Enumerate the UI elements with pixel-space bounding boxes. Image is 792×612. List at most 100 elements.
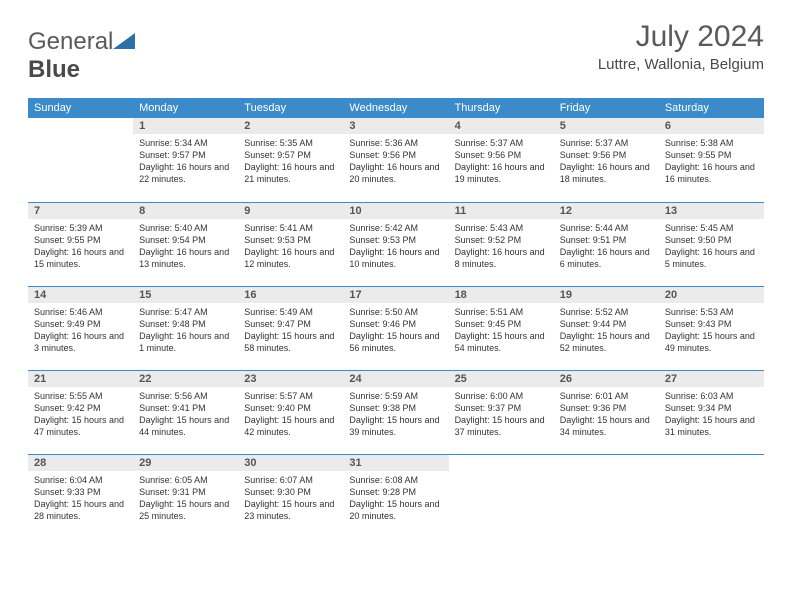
day-number: 7 — [28, 203, 133, 219]
day-number: 2 — [238, 118, 343, 134]
calendar-cell: 10Sunrise: 5:42 AMSunset: 9:53 PMDayligh… — [343, 202, 448, 286]
day-number: 30 — [238, 455, 343, 471]
day-content: Sunrise: 5:42 AMSunset: 9:53 PMDaylight:… — [343, 219, 448, 275]
day-number: 17 — [343, 287, 448, 303]
calendar-cell: 3Sunrise: 5:36 AMSunset: 9:56 PMDaylight… — [343, 118, 448, 202]
calendar-cell: 20Sunrise: 5:53 AMSunset: 9:43 PMDayligh… — [659, 286, 764, 370]
calendar-cell: 31Sunrise: 6:08 AMSunset: 9:28 PMDayligh… — [343, 454, 448, 538]
day-number: 28 — [28, 455, 133, 471]
day-content: Sunrise: 6:08 AMSunset: 9:28 PMDaylight:… — [343, 471, 448, 527]
day-content: Sunrise: 5:57 AMSunset: 9:40 PMDaylight:… — [238, 387, 343, 443]
day-content: Sunrise: 5:37 AMSunset: 9:56 PMDaylight:… — [554, 134, 659, 190]
weekday-header: Monday — [133, 98, 238, 118]
day-content: Sunrise: 5:41 AMSunset: 9:53 PMDaylight:… — [238, 219, 343, 275]
calendar-body: 1Sunrise: 5:34 AMSunset: 9:57 PMDaylight… — [28, 118, 764, 538]
triangle-icon — [113, 33, 135, 49]
calendar-cell: 5Sunrise: 5:37 AMSunset: 9:56 PMDaylight… — [554, 118, 659, 202]
brand-part2: Blue — [28, 56, 80, 83]
day-number: 6 — [659, 118, 764, 134]
calendar-cell: 24Sunrise: 5:59 AMSunset: 9:38 PMDayligh… — [343, 370, 448, 454]
weekday-header: Wednesday — [343, 98, 448, 118]
calendar-cell: 21Sunrise: 5:55 AMSunset: 9:42 PMDayligh… — [28, 370, 133, 454]
day-content: Sunrise: 5:45 AMSunset: 9:50 PMDaylight:… — [659, 219, 764, 275]
calendar-cell — [449, 454, 554, 538]
day-content: Sunrise: 5:46 AMSunset: 9:49 PMDaylight:… — [28, 303, 133, 359]
day-number: 9 — [238, 203, 343, 219]
day-content: Sunrise: 6:03 AMSunset: 9:34 PMDaylight:… — [659, 387, 764, 443]
calendar-cell — [28, 118, 133, 202]
calendar-cell: 27Sunrise: 6:03 AMSunset: 9:34 PMDayligh… — [659, 370, 764, 454]
day-number: 22 — [133, 371, 238, 387]
calendar-head: SundayMondayTuesdayWednesdayThursdayFrid… — [28, 98, 764, 118]
calendar-table: SundayMondayTuesdayWednesdayThursdayFrid… — [28, 98, 764, 538]
day-content: Sunrise: 5:39 AMSunset: 9:55 PMDaylight:… — [28, 219, 133, 275]
day-content: Sunrise: 6:01 AMSunset: 9:36 PMDaylight:… — [554, 387, 659, 443]
day-content: Sunrise: 5:52 AMSunset: 9:44 PMDaylight:… — [554, 303, 659, 359]
weekday-header: Saturday — [659, 98, 764, 118]
day-content: Sunrise: 6:00 AMSunset: 9:37 PMDaylight:… — [449, 387, 554, 443]
calendar-cell: 7Sunrise: 5:39 AMSunset: 9:55 PMDaylight… — [28, 202, 133, 286]
day-content: Sunrise: 5:49 AMSunset: 9:47 PMDaylight:… — [238, 303, 343, 359]
calendar-cell: 14Sunrise: 5:46 AMSunset: 9:49 PMDayligh… — [28, 286, 133, 370]
day-number: 3 — [343, 118, 448, 134]
calendar-cell: 26Sunrise: 6:01 AMSunset: 9:36 PMDayligh… — [554, 370, 659, 454]
day-number: 1 — [133, 118, 238, 134]
day-content: Sunrise: 5:37 AMSunset: 9:56 PMDaylight:… — [449, 134, 554, 190]
day-number: 26 — [554, 371, 659, 387]
day-content: Sunrise: 5:51 AMSunset: 9:45 PMDaylight:… — [449, 303, 554, 359]
day-content: Sunrise: 5:40 AMSunset: 9:54 PMDaylight:… — [133, 219, 238, 275]
brand-logo: GeneralBlue — [28, 20, 135, 84]
calendar-cell: 30Sunrise: 6:07 AMSunset: 9:30 PMDayligh… — [238, 454, 343, 538]
day-number: 15 — [133, 287, 238, 303]
calendar-row: 1Sunrise: 5:34 AMSunset: 9:57 PMDaylight… — [28, 118, 764, 202]
day-number: 18 — [449, 287, 554, 303]
day-number: 31 — [343, 455, 448, 471]
calendar-cell: 19Sunrise: 5:52 AMSunset: 9:44 PMDayligh… — [554, 286, 659, 370]
calendar-cell: 25Sunrise: 6:00 AMSunset: 9:37 PMDayligh… — [449, 370, 554, 454]
calendar-cell: 28Sunrise: 6:04 AMSunset: 9:33 PMDayligh… — [28, 454, 133, 538]
calendar-cell: 2Sunrise: 5:35 AMSunset: 9:57 PMDaylight… — [238, 118, 343, 202]
calendar-cell: 13Sunrise: 5:45 AMSunset: 9:50 PMDayligh… — [659, 202, 764, 286]
day-content: Sunrise: 5:38 AMSunset: 9:55 PMDaylight:… — [659, 134, 764, 190]
calendar-cell: 11Sunrise: 5:43 AMSunset: 9:52 PMDayligh… — [449, 202, 554, 286]
calendar-cell: 16Sunrise: 5:49 AMSunset: 9:47 PMDayligh… — [238, 286, 343, 370]
calendar-cell: 8Sunrise: 5:40 AMSunset: 9:54 PMDaylight… — [133, 202, 238, 286]
calendar-row: 21Sunrise: 5:55 AMSunset: 9:42 PMDayligh… — [28, 370, 764, 454]
brand-text: GeneralBlue — [28, 28, 135, 84]
calendar-cell — [554, 454, 659, 538]
calendar-cell: 1Sunrise: 5:34 AMSunset: 9:57 PMDaylight… — [133, 118, 238, 202]
calendar-cell — [659, 454, 764, 538]
day-number: 25 — [449, 371, 554, 387]
day-number: 14 — [28, 287, 133, 303]
day-number: 13 — [659, 203, 764, 219]
day-content: Sunrise: 6:04 AMSunset: 9:33 PMDaylight:… — [28, 471, 133, 527]
day-number: 4 — [449, 118, 554, 134]
day-number: 27 — [659, 371, 764, 387]
calendar-cell: 23Sunrise: 5:57 AMSunset: 9:40 PMDayligh… — [238, 370, 343, 454]
calendar-cell: 29Sunrise: 6:05 AMSunset: 9:31 PMDayligh… — [133, 454, 238, 538]
weekday-header: Thursday — [449, 98, 554, 118]
day-content: Sunrise: 5:34 AMSunset: 9:57 PMDaylight:… — [133, 134, 238, 190]
day-content: Sunrise: 5:50 AMSunset: 9:46 PMDaylight:… — [343, 303, 448, 359]
location: Luttre, Wallonia, Belgium — [598, 56, 764, 73]
day-content: Sunrise: 5:56 AMSunset: 9:41 PMDaylight:… — [133, 387, 238, 443]
day-number: 29 — [133, 455, 238, 471]
day-content: Sunrise: 5:59 AMSunset: 9:38 PMDaylight:… — [343, 387, 448, 443]
day-number: 8 — [133, 203, 238, 219]
header: GeneralBlue July 2024 Luttre, Wallonia, … — [28, 20, 764, 84]
calendar-row: 7Sunrise: 5:39 AMSunset: 9:55 PMDaylight… — [28, 202, 764, 286]
calendar-cell: 4Sunrise: 5:37 AMSunset: 9:56 PMDaylight… — [449, 118, 554, 202]
calendar-cell: 6Sunrise: 5:38 AMSunset: 9:55 PMDaylight… — [659, 118, 764, 202]
day-number: 5 — [554, 118, 659, 134]
day-number: 12 — [554, 203, 659, 219]
weekday-header: Sunday — [28, 98, 133, 118]
weekday-header: Tuesday — [238, 98, 343, 118]
title-block: July 2024 Luttre, Wallonia, Belgium — [598, 20, 764, 73]
calendar-cell: 15Sunrise: 5:47 AMSunset: 9:48 PMDayligh… — [133, 286, 238, 370]
day-content: Sunrise: 5:36 AMSunset: 9:56 PMDaylight:… — [343, 134, 448, 190]
day-number: 11 — [449, 203, 554, 219]
calendar-cell: 12Sunrise: 5:44 AMSunset: 9:51 PMDayligh… — [554, 202, 659, 286]
calendar-cell: 17Sunrise: 5:50 AMSunset: 9:46 PMDayligh… — [343, 286, 448, 370]
day-number: 16 — [238, 287, 343, 303]
day-content: Sunrise: 5:55 AMSunset: 9:42 PMDaylight:… — [28, 387, 133, 443]
